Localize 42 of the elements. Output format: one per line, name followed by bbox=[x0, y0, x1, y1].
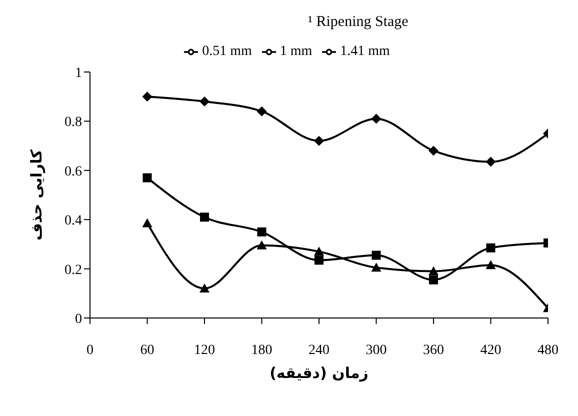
point bbox=[372, 250, 381, 260]
point bbox=[486, 243, 496, 252]
legend-label: 1 mm bbox=[280, 44, 312, 59]
point bbox=[200, 96, 210, 107]
y-tick-label: 1 bbox=[75, 66, 82, 81]
x-tick-label: 420 bbox=[480, 342, 502, 358]
point bbox=[314, 256, 324, 265]
point bbox=[371, 262, 382, 272]
legend-label: 0.51 mm bbox=[202, 44, 252, 59]
x-tick-label: 360 bbox=[423, 342, 444, 358]
point bbox=[257, 227, 266, 236]
x-tick-label: 480 bbox=[538, 342, 558, 358]
x-tick-label: 0 bbox=[86, 342, 94, 358]
point bbox=[486, 156, 496, 167]
point bbox=[314, 246, 324, 256]
point bbox=[486, 260, 496, 270]
point bbox=[314, 136, 324, 146]
y-tick-label: 0.4 bbox=[64, 214, 82, 229]
x-tick-label: 120 bbox=[194, 342, 215, 358]
point bbox=[142, 218, 152, 228]
y-tick-label: 0 bbox=[75, 312, 82, 327]
y-tick-label: 0.8 bbox=[64, 115, 82, 130]
point bbox=[428, 266, 438, 276]
point bbox=[200, 212, 209, 222]
x-tick-label: 300 bbox=[366, 342, 387, 358]
x-tick-label: 240 bbox=[308, 342, 330, 358]
x-axis-title: زمان (دقیقه) bbox=[270, 364, 368, 382]
y-tick-label: 0.6 bbox=[64, 164, 82, 180]
y-axis-title: کارایی حذف bbox=[27, 149, 46, 241]
point bbox=[429, 275, 438, 284]
point bbox=[200, 283, 210, 292]
point bbox=[256, 240, 267, 250]
y-tick-label: 0.2 bbox=[64, 262, 82, 278]
chart-title: ¹ Ripening Stage bbox=[308, 14, 408, 31]
point bbox=[371, 114, 382, 124]
point bbox=[256, 106, 267, 116]
point bbox=[428, 146, 438, 156]
legend-label: 1.41 mm bbox=[340, 44, 390, 59]
x-tick-label: 180 bbox=[251, 342, 272, 358]
point bbox=[142, 173, 152, 182]
x-tick-label: 60 bbox=[140, 342, 154, 358]
point bbox=[142, 92, 152, 102]
